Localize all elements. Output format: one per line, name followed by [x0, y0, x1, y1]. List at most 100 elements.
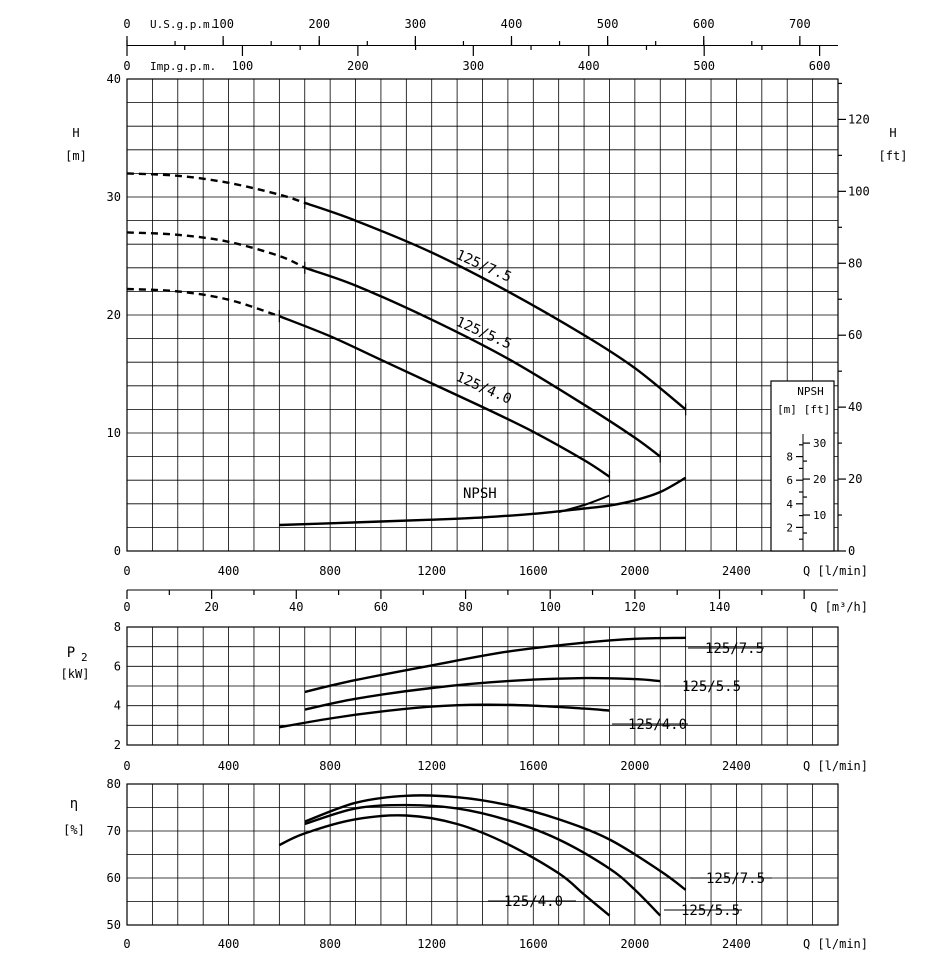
x-tick-label: 1600	[519, 937, 548, 951]
y-tick-label: 80	[107, 777, 121, 791]
y-tick-label: 40	[107, 72, 121, 86]
npsh-box-title: NPSH	[797, 385, 824, 398]
series-label: 125/7.5	[705, 641, 764, 657]
y-axis-unit: [kW]	[61, 667, 90, 681]
x-axis-label: Q [l/min]	[803, 759, 868, 773]
top-tick-label-imp: 400	[578, 59, 600, 73]
x-tick-label: 2400	[722, 759, 751, 773]
y-tick-label: 50	[107, 918, 121, 932]
plot-frame	[126, 626, 839, 746]
y-tick-label: 30	[107, 190, 121, 204]
y-tick-label: 4	[114, 699, 121, 713]
x-tick-label: 1600	[519, 564, 548, 578]
y-tick-label: 70	[107, 824, 121, 838]
m3h-tick-label: 60	[374, 600, 388, 614]
x-tick-label: 800	[319, 937, 341, 951]
m3h-tick-label: 0	[123, 600, 130, 614]
y2-tick-label: 80	[848, 256, 862, 270]
top-tick-label-imp: 200	[347, 59, 369, 73]
top-tick-label-us: 500	[597, 17, 619, 31]
npsh-box-ft-label: 30	[813, 437, 826, 450]
y-tick-label: 10	[107, 426, 121, 440]
y-axis-label-sub: 2	[81, 651, 88, 664]
y-axis-label: P	[67, 645, 75, 661]
top-axis-label-imp: Imp.g.p.m.	[150, 60, 216, 73]
y2-axis-label: H	[889, 126, 896, 140]
power-curve-125/7.5	[304, 636, 686, 694]
series-label: 125/5.5	[681, 903, 740, 919]
npsh-curve-branch	[558, 494, 610, 514]
power-curve-125/4.0	[279, 703, 610, 729]
series-label: 125/4.0	[504, 894, 563, 910]
x-tick-label: 2000	[620, 759, 649, 773]
x-tick-label: 800	[319, 759, 341, 773]
head-curve-125/7.5	[304, 201, 687, 411]
plot-frame	[126, 783, 839, 926]
top-tick-label-us: 200	[308, 17, 330, 31]
x-tick-label: 2000	[620, 937, 649, 951]
y-tick-label: 0	[114, 544, 121, 558]
y-axis-unit: [m]	[65, 149, 87, 163]
top-tick-label-imp: 300	[462, 59, 484, 73]
npsh-box-unit-ft: [ft]	[804, 403, 831, 416]
top-axis-label-us: U.S.g.p.m.	[150, 18, 216, 31]
x-tick-label: 1200	[417, 759, 446, 773]
head-curve-125/5.5	[304, 266, 662, 458]
series-label: 125/4.0	[628, 717, 687, 733]
m3h-tick-label: 140	[709, 600, 731, 614]
x-tick-label: 0	[123, 564, 130, 578]
top-tick-label-imp: 100	[232, 59, 254, 73]
top-tick-label-us: 300	[405, 17, 427, 31]
power-curve-125/5.5	[304, 676, 661, 711]
head-curve-dashed-125/5.5	[126, 231, 306, 269]
x-tick-label: 1200	[417, 937, 446, 951]
head-curve-dashed-125/4.0	[126, 287, 280, 318]
y2-axis-unit: [ft]	[879, 149, 908, 163]
x-tick-label: 1600	[519, 759, 548, 773]
top-tick-label-us: 700	[789, 17, 811, 31]
x-tick-label: 400	[218, 564, 240, 578]
m3h-tick-label: 120	[624, 600, 646, 614]
m3h-tick-label: 100	[539, 600, 561, 614]
y2-tick-label: 120	[848, 112, 870, 126]
y-tick-label: 2	[114, 738, 121, 752]
efficiency-curve-125/4.0	[278, 814, 611, 917]
y-axis-label: η	[70, 796, 78, 812]
npsh-box-ft-label: 20	[813, 473, 826, 486]
top-tick-label-us: 100	[212, 17, 234, 31]
x-tick-label: 1200	[417, 564, 446, 578]
series-label: 125/5.5	[682, 679, 741, 695]
top-tick-label-imp: 500	[693, 59, 715, 73]
x-axis-label: Q [l/min]	[803, 564, 868, 578]
top-tick-label-imp: 600	[809, 59, 831, 73]
y2-tick-label: 40	[848, 400, 862, 414]
npsh-box-m-label: 8	[786, 451, 793, 464]
y2-tick-label: 20	[848, 472, 862, 486]
npsh-box-m-label: 2	[786, 521, 793, 534]
npsh-label: NPSH	[463, 486, 497, 502]
npsh-curve	[279, 476, 687, 527]
m3h-tick-label: 80	[458, 600, 472, 614]
x-tick-label: 2000	[620, 564, 649, 578]
x-tick-label: 400	[218, 937, 240, 951]
npsh-box-ft-label: 10	[813, 509, 826, 522]
npsh-box-m-label: 4	[786, 498, 793, 511]
y-tick-label: 6	[114, 659, 121, 673]
x-axis-label: Q [l/min]	[803, 937, 868, 951]
npsh-box-m-label: 6	[786, 474, 793, 487]
top-tick-label-imp: 0	[123, 59, 130, 73]
x-tick-label: 0	[123, 937, 130, 951]
y-tick-label: 8	[114, 620, 121, 634]
y2-tick-label: 0	[848, 544, 855, 558]
x-tick-label: 400	[218, 759, 240, 773]
y-axis-label: H	[72, 126, 79, 140]
efficiency-curve-125/5.5	[304, 803, 662, 917]
y-tick-label: 20	[107, 308, 121, 322]
y2-tick-label: 60	[848, 328, 862, 342]
top-tick-label-us: 0	[123, 17, 130, 31]
y-axis-unit: [%]	[63, 823, 85, 837]
